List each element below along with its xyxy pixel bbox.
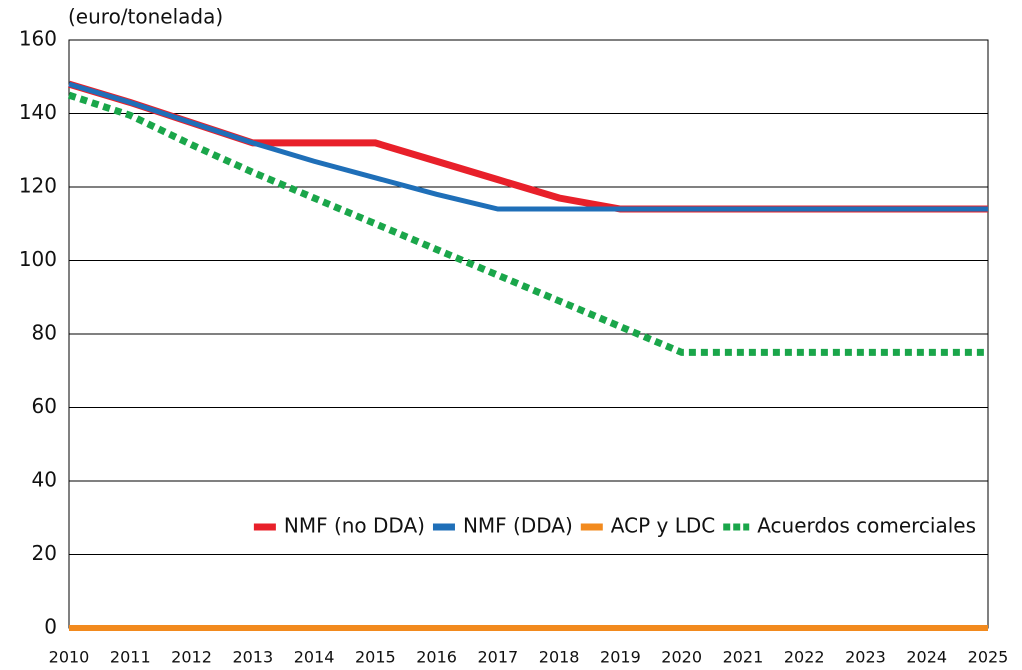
y-tick-label: 140 — [19, 100, 57, 124]
series-line — [68, 81, 988, 212]
legend-item: ACP y LDC — [580, 514, 715, 538]
y-tick-label: 160 — [19, 27, 57, 51]
legend-label: Acuerdos comerciales — [757, 514, 976, 538]
y-tick-label: 40 — [32, 468, 57, 492]
x-tick-label: 2024 — [906, 648, 947, 667]
x-tick-label: 2022 — [784, 648, 825, 667]
x-tick-label: 2020 — [661, 648, 702, 667]
legend-label: NMF (no DDA) — [284, 514, 425, 538]
y-tick-label: 100 — [19, 247, 57, 271]
x-tick-label: 2014 — [294, 648, 335, 667]
y-tick-label: 60 — [32, 394, 57, 418]
x-tick-label: 2021 — [723, 648, 764, 667]
x-tick-label: 2016 — [416, 648, 457, 667]
y-axis-label: (euro/tonelada) — [68, 5, 223, 29]
y-tick-label: 80 — [32, 321, 57, 345]
x-tick-label: 2023 — [845, 648, 886, 667]
legend-label: NMF (DDA) — [463, 514, 573, 538]
legend-item: NMF (DDA) — [432, 514, 573, 538]
legend-item: NMF (no DDA) — [253, 514, 425, 538]
x-tick-label: 2025 — [968, 648, 1009, 667]
series-line — [67, 80, 988, 213]
x-tick-label: 2012 — [171, 648, 212, 667]
x-tick-label: 2015 — [355, 648, 396, 667]
legend-item: Acuerdos comerciales — [723, 514, 976, 538]
y-tick-label: 20 — [32, 541, 57, 565]
series-line — [67, 91, 988, 356]
x-tick-label: 2011 — [110, 648, 151, 667]
x-tick-label: 2018 — [539, 648, 580, 667]
x-tick-label: 2010 — [49, 648, 90, 667]
legend-label: ACP y LDC — [611, 514, 715, 538]
x-tick-label: 2019 — [600, 648, 641, 667]
x-tick-label: 2013 — [232, 648, 273, 667]
y-tick-label: 0 — [44, 615, 57, 639]
x-tick-label: 2017 — [478, 648, 519, 667]
y-tick-label: 120 — [19, 174, 57, 198]
